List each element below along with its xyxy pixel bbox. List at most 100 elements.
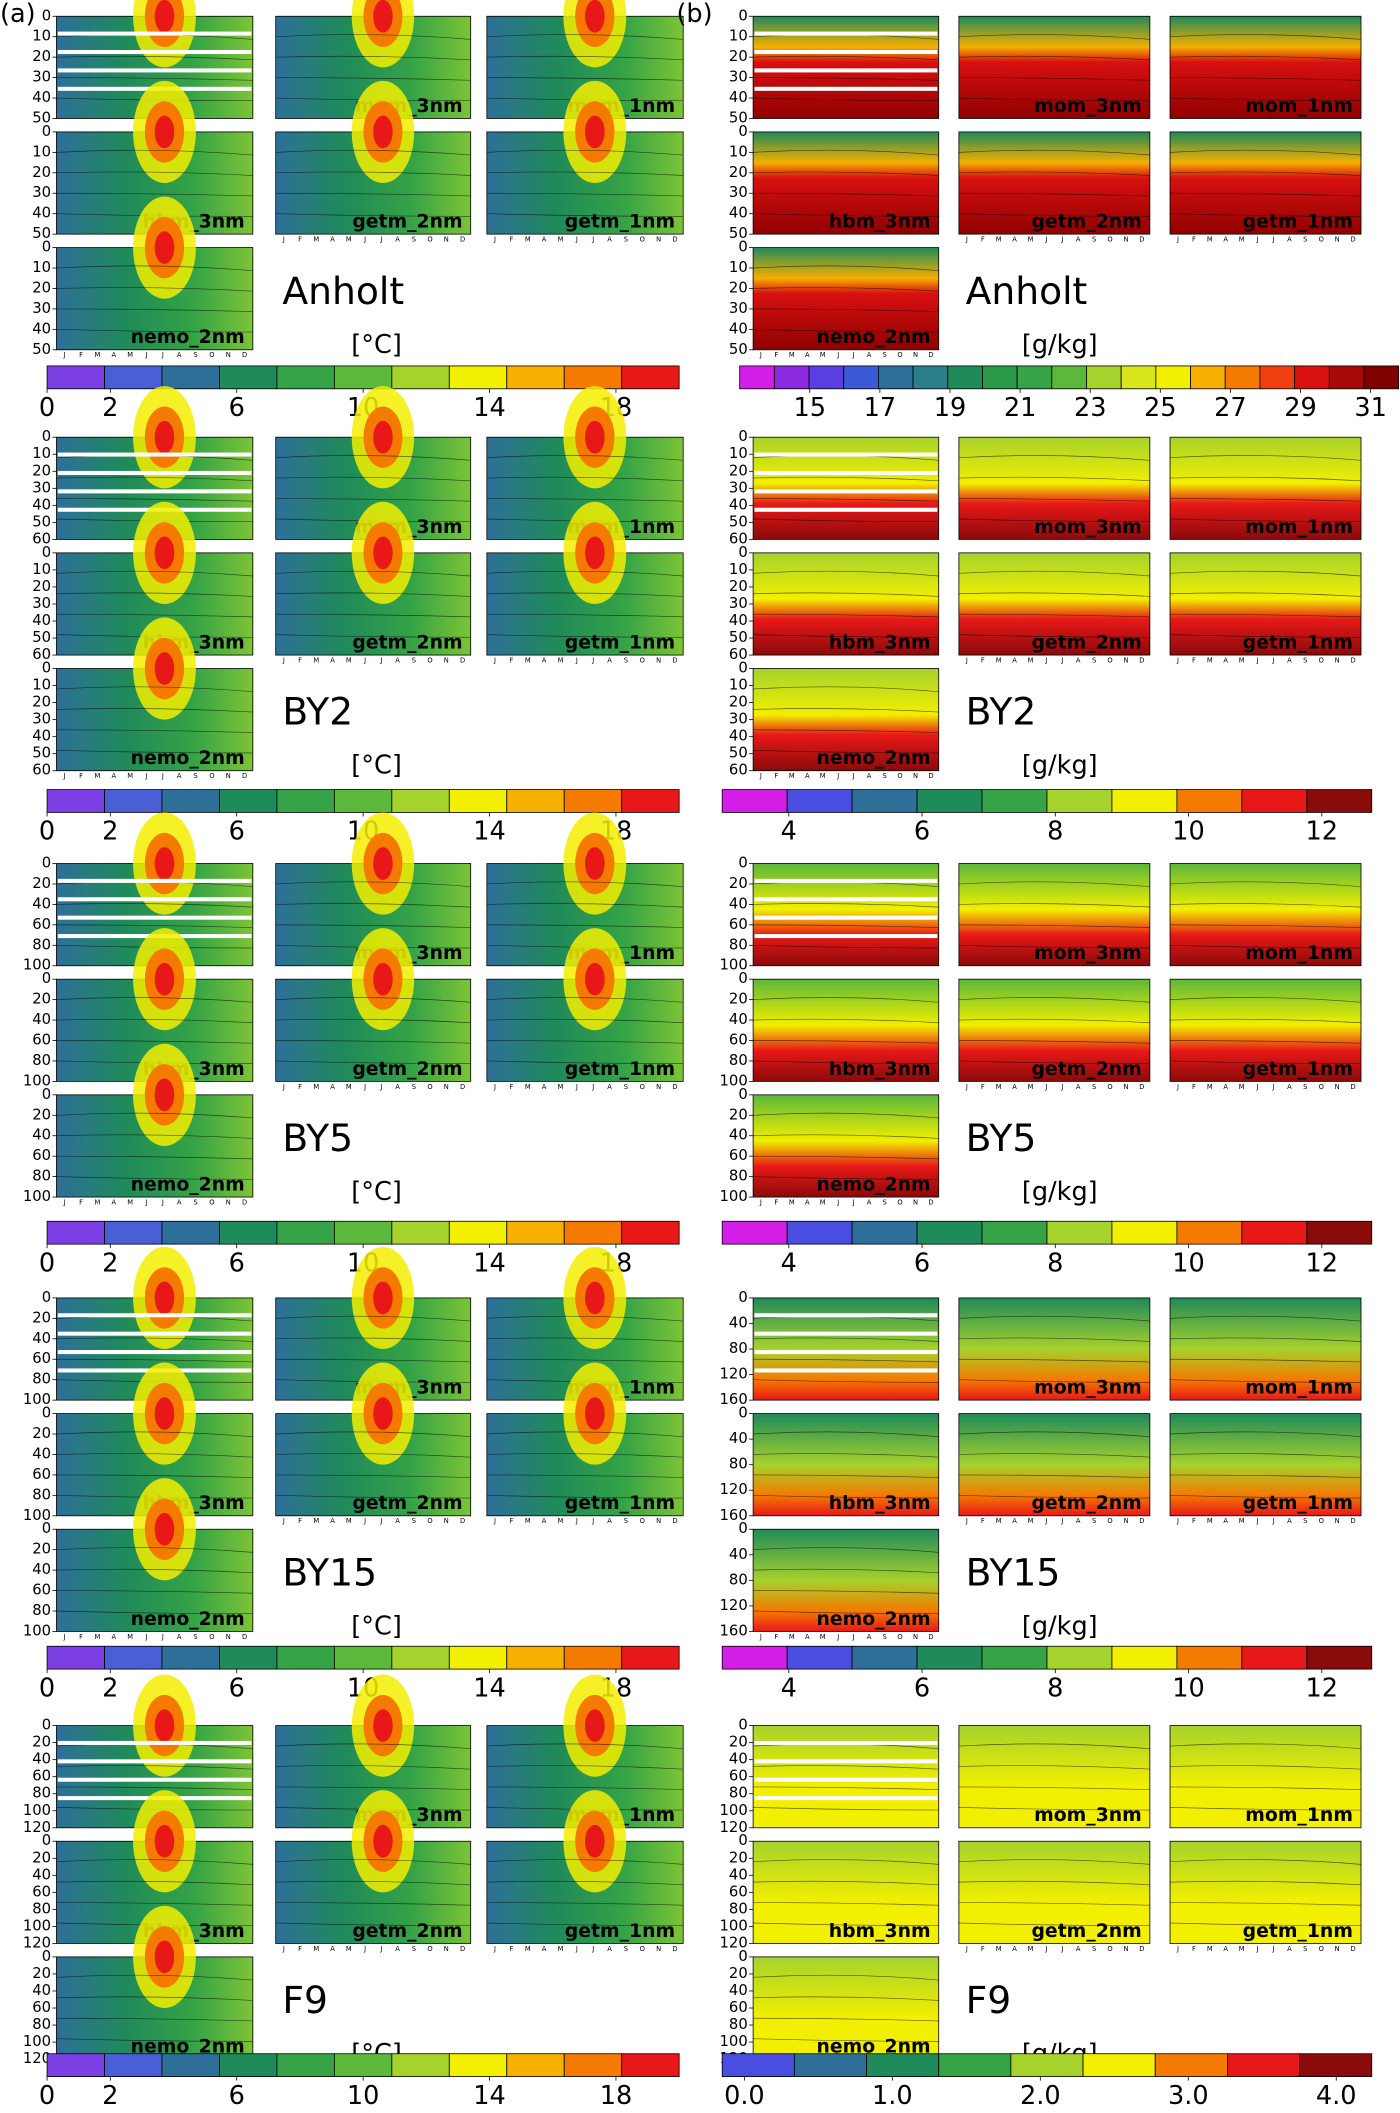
contour-line [56, 570, 253, 577]
month-label: A [1287, 1517, 1292, 1525]
colorbar-tick-label: 6 [229, 1673, 245, 1703]
colorbar-segment [506, 1645, 565, 1670]
contour-line [56, 476, 253, 482]
colorbar-segment [1046, 1220, 1113, 1245]
month-label: J [282, 236, 285, 244]
data-gap [57, 1740, 252, 1745]
warm-core [585, 536, 605, 570]
month-label: J [1271, 236, 1274, 244]
colorbar-segment [947, 365, 983, 390]
warm-core [154, 1078, 175, 1112]
data-gap [57, 1350, 252, 1355]
colorbar-segment [161, 789, 220, 813]
month-label: M [558, 1083, 564, 1091]
month-label: A [607, 1517, 612, 1525]
month-label: J [1176, 1517, 1179, 1525]
contour-line [958, 1880, 1150, 1886]
depth-tick-label: 60 [32, 916, 51, 933]
month-label: S [1092, 1083, 1096, 1091]
contour-line [56, 1786, 253, 1790]
depth-tick-label: 120 [720, 1597, 748, 1614]
contour-panel [958, 1840, 1151, 1944]
month-label: M [313, 656, 319, 664]
colorbar-segment [773, 365, 810, 390]
month-label: N [1335, 236, 1340, 244]
depth-tick-label: 40 [32, 1127, 51, 1144]
month-label: J [161, 1198, 164, 1206]
contour-line [753, 1018, 939, 1024]
contour-line [56, 1018, 253, 1024]
contour-line [56, 592, 253, 597]
depth-tick-label: 50 [32, 629, 51, 646]
contour-panel [958, 1725, 1151, 1829]
month-label: J [1271, 656, 1274, 664]
month-label: D [242, 772, 247, 780]
model-label: mom_3nm [1034, 943, 1142, 964]
month-label: J [144, 1198, 147, 1206]
contour-line [958, 881, 1150, 887]
month-label: F [298, 1517, 302, 1525]
colorbar-segment [276, 1645, 335, 1670]
station-label: F9 [966, 1978, 1012, 2022]
data-gap [57, 915, 252, 920]
depth-tick-label: 40 [32, 895, 51, 912]
month-label: F [298, 656, 302, 664]
month-label: F [981, 1083, 985, 1091]
month-label: J [379, 1517, 382, 1525]
contour-line [958, 1315, 1150, 1322]
month-label: A [805, 351, 810, 359]
month-label: D [1139, 1517, 1144, 1525]
depth-tick-label: 30 [32, 69, 51, 86]
depth-tick-label: 20 [729, 578, 748, 595]
month-label: D [672, 656, 677, 664]
contour-line [753, 1996, 939, 2001]
depth-tick-label: 40 [729, 1127, 748, 1144]
contour-line [275, 498, 471, 502]
depth-tick-label: 80 [32, 1602, 51, 1619]
month-label: S [1303, 1517, 1307, 1525]
month-label: O [427, 236, 432, 244]
model-label: getm_2nm [1031, 1059, 1141, 1080]
month-label: F [509, 656, 513, 664]
contour-line [958, 1807, 1150, 1811]
contour-line [1170, 455, 1362, 461]
month-label: A [1076, 1517, 1081, 1525]
contour-line [1170, 1337, 1362, 1342]
month-label: N [656, 1945, 661, 1953]
contour-line [275, 1337, 471, 1342]
contour-line [958, 903, 1150, 908]
colorbar-segment [1259, 365, 1296, 390]
contour-line [958, 1922, 1150, 1927]
month-label: M [525, 236, 531, 244]
month-label: O [640, 1517, 645, 1525]
contour-line [1170, 613, 1362, 618]
contour-line [56, 287, 253, 292]
month-label: J [836, 772, 839, 780]
model-label: getm_1nm [565, 1493, 675, 1514]
month-label: M [313, 236, 319, 244]
contour-line [753, 592, 939, 597]
month-label: N [1335, 656, 1340, 664]
contour-line [958, 634, 1150, 638]
depth-tick-label: 60 [32, 1768, 51, 1785]
station-label: BY5 [282, 1116, 353, 1160]
month-label: A [542, 656, 547, 664]
unit-label: [g/kg] [1022, 1611, 1098, 1641]
month-label: J [1271, 1517, 1274, 1525]
contour-line [1170, 55, 1362, 61]
contour-line [753, 1358, 939, 1363]
colorbar-segment [721, 1220, 788, 1245]
contour-line [958, 1474, 1150, 1478]
contour-line [958, 1431, 1150, 1438]
contour-line [958, 55, 1150, 61]
month-label: J [493, 1945, 496, 1953]
warm-core [585, 1824, 605, 1858]
month-label: J [363, 236, 366, 244]
contour-line [56, 686, 253, 692]
model-label: mom_1nm [1245, 1378, 1353, 1399]
month-label: J [379, 236, 382, 244]
depth-tick-label: 30 [32, 711, 51, 728]
contour-line [753, 1134, 939, 1139]
month-label: M [313, 1083, 319, 1091]
